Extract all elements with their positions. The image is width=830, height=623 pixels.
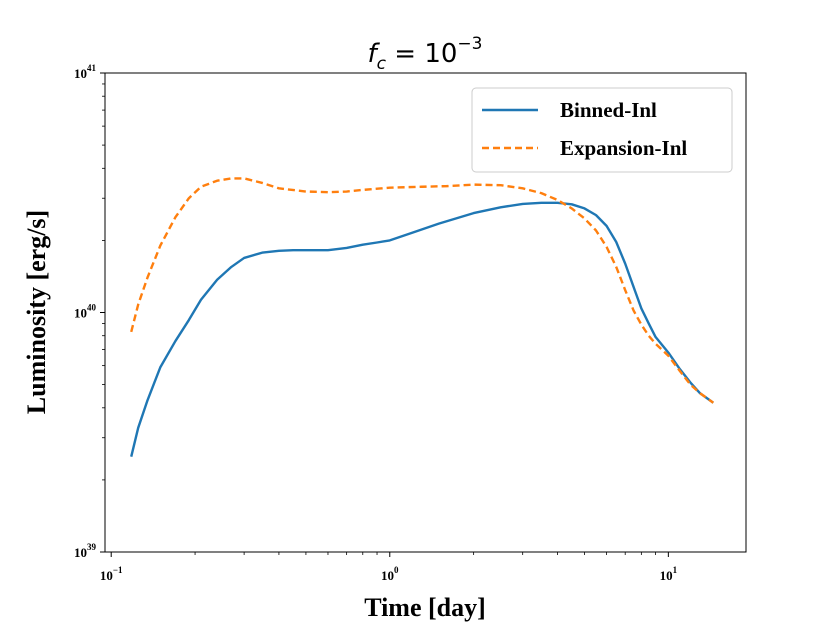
title-exponent: −3 — [457, 34, 482, 54]
title-equals: = 10 — [386, 39, 457, 69]
series-line-binned-inl — [130, 201, 714, 457]
y-tick-label: 1040 — [74, 303, 97, 321]
y-tick-label: 1041 — [74, 63, 97, 81]
series-line-expansion-inl — [130, 177, 714, 404]
legend-label-binned: Binned-Inl — [560, 98, 657, 122]
x-tick-label: 10−1 — [100, 565, 123, 583]
chart-title: fc = 10−3 — [368, 34, 483, 74]
legend-label-expansion: Expansion-Inl — [560, 136, 687, 160]
x-axis-label: Time [day] — [364, 593, 486, 622]
y-axis-label: Luminosity [erg/s] — [22, 210, 51, 414]
legend: Binned-Inl Expansion-Inl — [471, 87, 733, 173]
tick-layer: 10−1 100 101 1039 1040 1041 — [74, 63, 678, 583]
title-subscript: c — [377, 54, 387, 74]
series-layer — [130, 177, 714, 457]
x-tick-label: 101 — [660, 565, 678, 583]
y-tick-label: 1039 — [74, 542, 97, 560]
x-tick-label: 100 — [381, 565, 399, 583]
